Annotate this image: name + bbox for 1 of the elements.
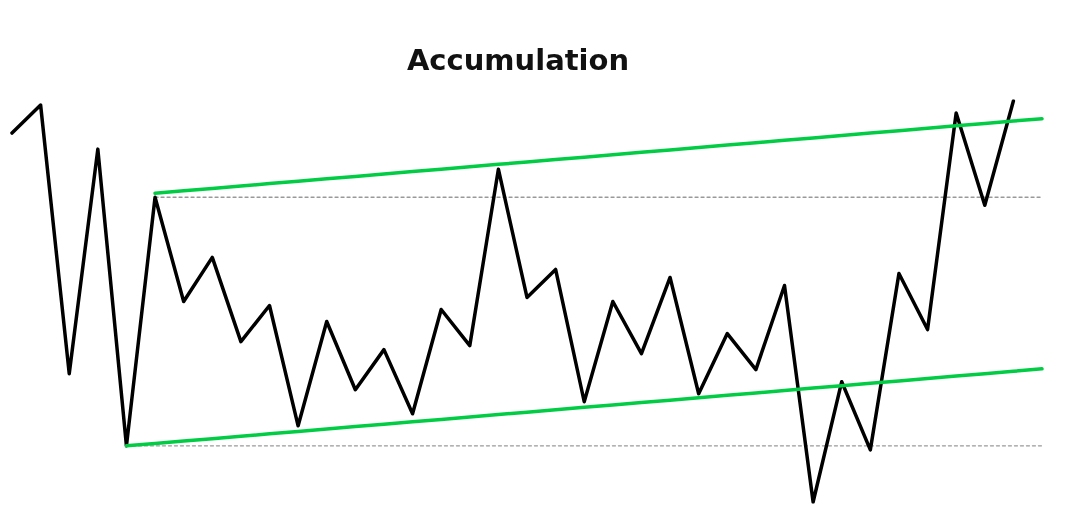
chart-title: Accumulation: [406, 42, 630, 77]
